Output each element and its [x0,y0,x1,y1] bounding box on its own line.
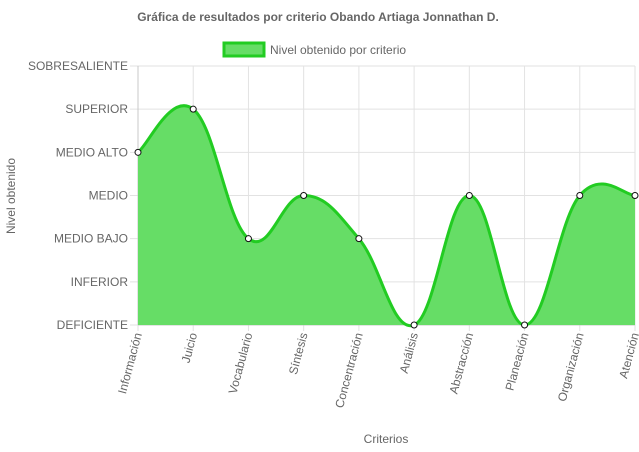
y-tick-label: INFERIOR [71,275,129,289]
y-tick-label: MEDIO ALTO [56,145,128,159]
y-tick-label: SUPERIOR [65,102,128,116]
legend-label: Nivel obtenido por criterio [270,43,406,57]
series-fill [138,105,635,326]
x-tick-label: Planeación [503,331,532,392]
y-tick-label: MEDIO [89,189,128,203]
x-axis-label: Criterios [364,432,409,446]
data-point [521,321,529,329]
data-point [631,192,639,199]
data-point [576,192,584,199]
data-point [355,235,363,243]
data-point [189,105,197,113]
data-point [465,192,473,199]
legend-swatch [222,41,266,58]
legend[interactable]: Nivel obtenido por criterio [222,41,406,58]
y-tick-label: MEDIO BAJO [54,232,128,246]
y-tick-label: SOBRESALIENTE [28,59,128,73]
x-tick-label: Vocabulario [226,331,256,396]
data-point [300,192,308,199]
y-axis-label: Nivel obtenido [4,158,18,234]
x-tick-label: Concentración [332,331,366,409]
chart-title: Gráfica de resultados por criterio Oband… [137,10,499,24]
series-line [136,104,636,328]
x-tick-label: Abstracción [446,331,476,395]
x-tick-label: Atención [616,331,639,380]
data-point [134,148,142,156]
series-points [134,105,639,329]
x-tick-label: Información [115,331,145,395]
data-point [244,235,252,243]
x-tick-label: Análisis [397,331,421,375]
series-area [136,104,636,328]
y-axis-ticks: DEFICIENTE INFERIOR MEDIO BAJO MEDIO MEDIO A… [28,59,128,332]
data-point [410,321,418,329]
y-tick-label: DEFICIENTE [57,318,128,332]
x-axis-ticks: Información Juicio Vocabulario Síntesis Conc… [115,331,639,410]
x-tick-label: Síntesis [286,331,311,376]
x-tick-label: Juicio [179,331,201,365]
x-tick-label: Organización [555,331,587,403]
